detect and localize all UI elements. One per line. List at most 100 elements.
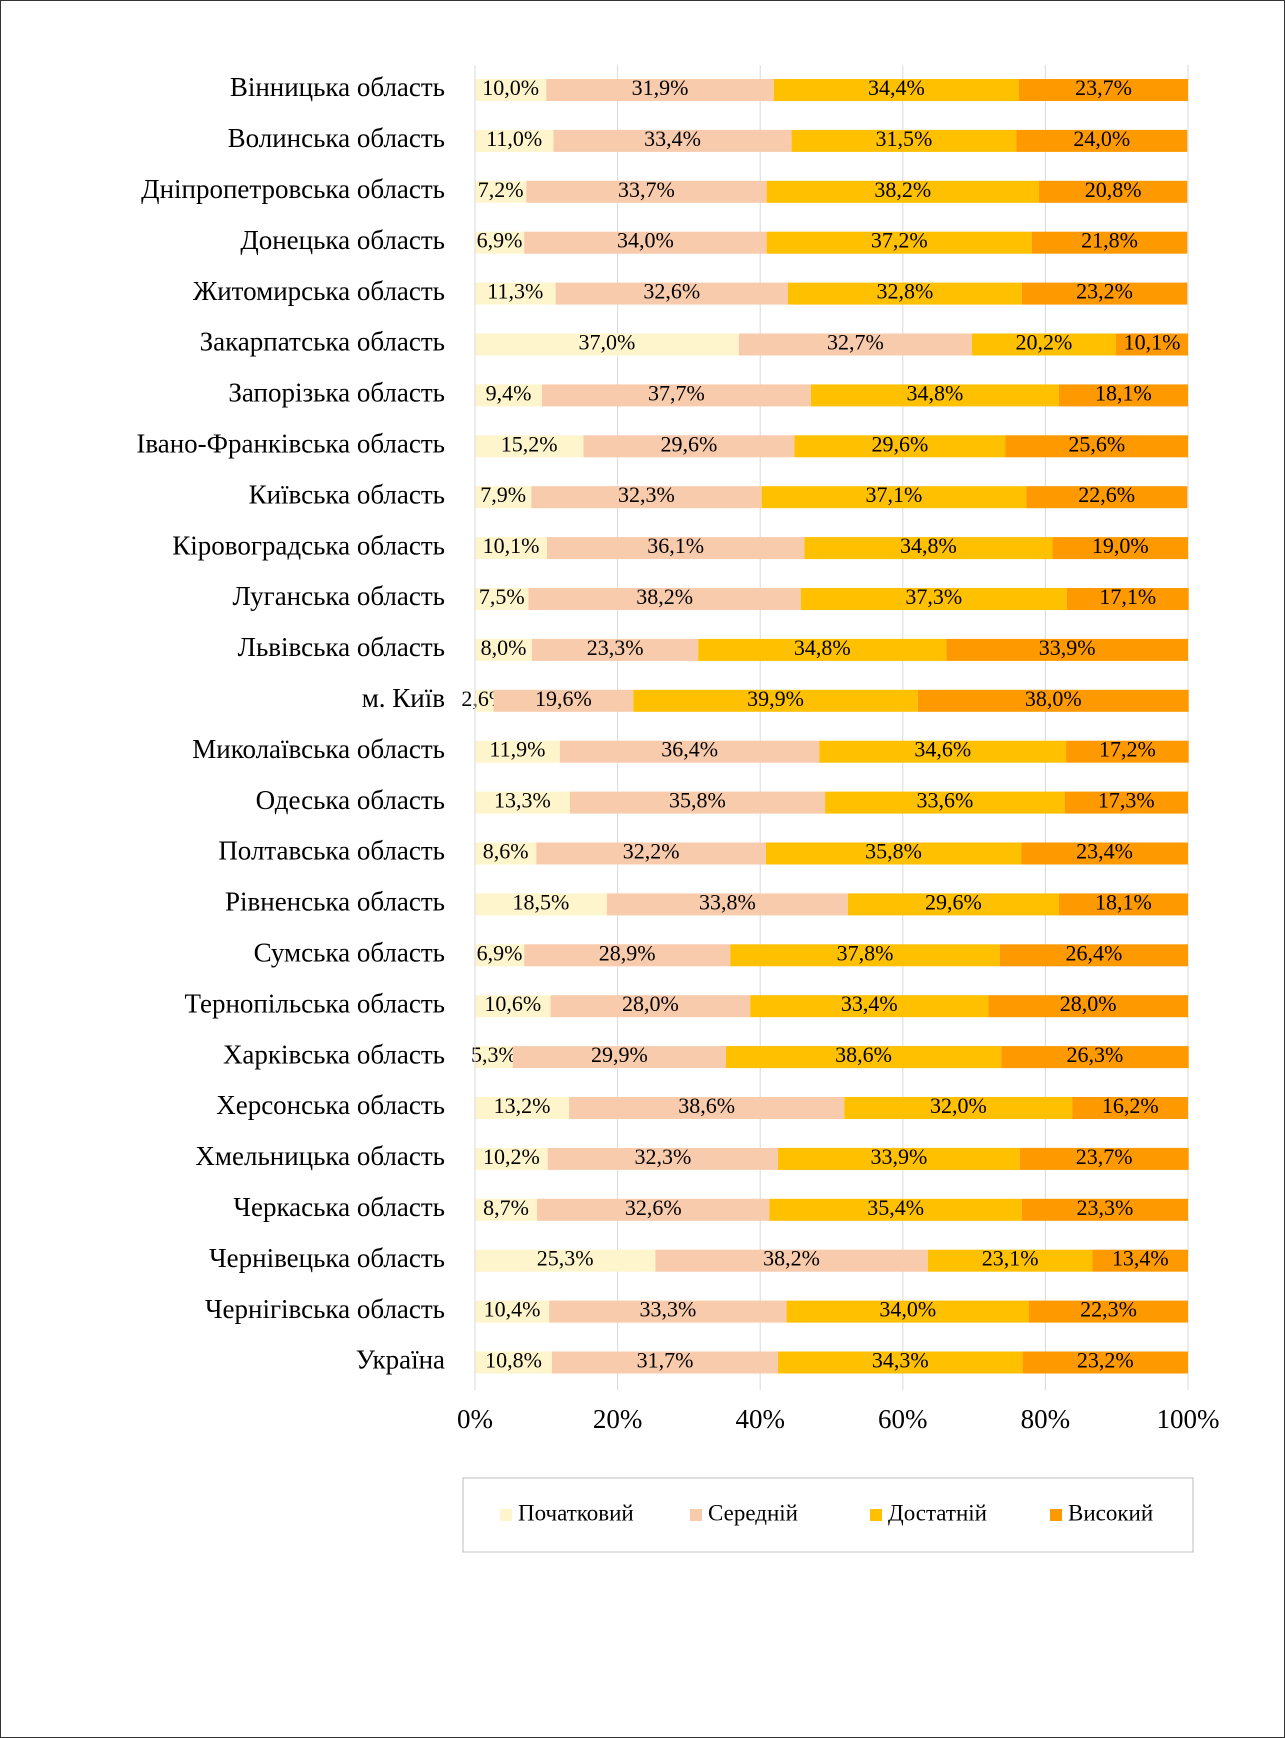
x-tick-label: 40% <box>735 1404 785 1434</box>
bar-segment <box>927 1249 1093 1272</box>
category-label: Закарпатська область <box>200 327 445 357</box>
bar-segment <box>825 791 1065 814</box>
bar-segment <box>1005 435 1188 458</box>
bar-segment <box>698 638 947 661</box>
category-label: Дніпропетровська область <box>141 174 445 204</box>
data-label: 33,9% <box>870 1144 927 1169</box>
bar-segment <box>475 893 607 916</box>
data-label: 9,4% <box>486 380 532 405</box>
bar-segment <box>475 333 739 356</box>
bar-segment <box>971 333 1116 356</box>
bar-segment <box>761 486 1027 509</box>
bar-segment <box>1072 1097 1188 1119</box>
category-label: Харківська область <box>223 1039 445 1069</box>
data-label: 35,8% <box>669 788 726 813</box>
bar-segment <box>475 588 529 610</box>
data-label: 20,8% <box>1085 177 1142 202</box>
data-label: 10,4% <box>484 1297 541 1322</box>
bar-segment <box>475 638 533 661</box>
bar-segment <box>547 537 805 560</box>
bar-segment <box>475 1097 570 1119</box>
data-label: 37,0% <box>578 330 635 355</box>
data-label: 23,3% <box>1077 1195 1134 1220</box>
data-label: 33,3% <box>639 1297 696 1322</box>
bar-segment <box>493 689 634 712</box>
bar-segment <box>988 995 1188 1018</box>
category-label: Луганська область <box>232 581 445 611</box>
bar-segment <box>475 1147 548 1170</box>
data-label: 20,2% <box>1016 330 1073 355</box>
bar-segment <box>1115 333 1188 356</box>
bar-segment <box>524 944 731 967</box>
data-label: 31,7% <box>637 1348 694 1373</box>
data-label: 26,3% <box>1067 1042 1124 1067</box>
bar-segment <box>542 384 811 407</box>
data-label: 34,8% <box>794 635 851 660</box>
bar-segment <box>847 893 1059 916</box>
bar-segment <box>1001 1046 1189 1069</box>
data-label: 22,6% <box>1078 482 1135 507</box>
bar-segment <box>550 995 751 1018</box>
category-label: Тернопільська область <box>185 988 446 1018</box>
data-label: 10,1% <box>1124 330 1181 355</box>
data-label: 10,0% <box>482 75 539 100</box>
bar-segment <box>583 435 795 458</box>
bar-segment <box>1019 79 1188 101</box>
data-label: 18,1% <box>1095 889 1152 914</box>
bar-segment <box>475 282 556 305</box>
bar-segment <box>791 129 1017 152</box>
data-label: 33,8% <box>699 889 756 914</box>
bar-segment <box>999 944 1188 967</box>
data-label: 32,2% <box>623 839 680 864</box>
legend-swatch <box>690 1509 702 1521</box>
data-label: 25,3% <box>537 1246 594 1271</box>
x-tick-label: 0% <box>457 1404 493 1434</box>
bar-segment <box>475 1249 656 1272</box>
data-label: 36,1% <box>647 533 704 558</box>
bar-segment <box>766 231 1032 254</box>
category-label: Запорізька область <box>228 378 445 408</box>
data-label: 29,6% <box>872 431 929 456</box>
data-label: 23,7% <box>1076 1144 1133 1169</box>
data-label: 7,2% <box>478 177 524 202</box>
bar-segment <box>946 638 1188 661</box>
data-label: 31,5% <box>875 126 932 151</box>
bar-segment <box>1038 180 1188 203</box>
category-label: Хмельницька область <box>195 1141 445 1171</box>
bar-segment <box>536 842 766 865</box>
bar-segment <box>750 995 989 1018</box>
category-label: Одеська область <box>256 785 445 815</box>
data-label: 23,3% <box>587 635 644 660</box>
data-label: 37,3% <box>905 584 962 609</box>
bar-segment <box>810 384 1059 407</box>
bar-segment <box>1022 1351 1188 1374</box>
bar-segment <box>778 1147 1020 1170</box>
bar-segment <box>786 1300 1030 1323</box>
bar-segment <box>1031 231 1188 254</box>
bar-segment <box>524 231 767 254</box>
category-label: Донецька область <box>240 225 445 255</box>
data-label: 8,6% <box>483 839 529 864</box>
bar-segment <box>1058 893 1188 916</box>
bar-segment <box>547 1147 779 1170</box>
category-label: Івано-Франківська область <box>136 429 445 459</box>
category-label: Черкаська область <box>233 1192 445 1222</box>
data-label: 34,0% <box>617 228 674 253</box>
bar-segment <box>804 537 1053 560</box>
data-label: 28,0% <box>622 991 679 1016</box>
category-label: Миколаївська область <box>192 734 445 764</box>
bar-segment <box>553 129 792 152</box>
data-label: 10,6% <box>484 991 541 1016</box>
data-label: 32,0% <box>930 1093 987 1118</box>
data-label: 33,4% <box>644 126 701 151</box>
data-label: 5,3% <box>471 1042 517 1067</box>
legend-label: Початковий <box>518 1500 634 1525</box>
bar-segment <box>475 129 554 152</box>
data-label: 23,4% <box>1076 839 1133 864</box>
data-label: 31,9% <box>632 75 689 100</box>
data-label: 37,1% <box>865 482 922 507</box>
data-label: 17,2% <box>1099 737 1156 762</box>
bar-segment <box>475 740 560 763</box>
